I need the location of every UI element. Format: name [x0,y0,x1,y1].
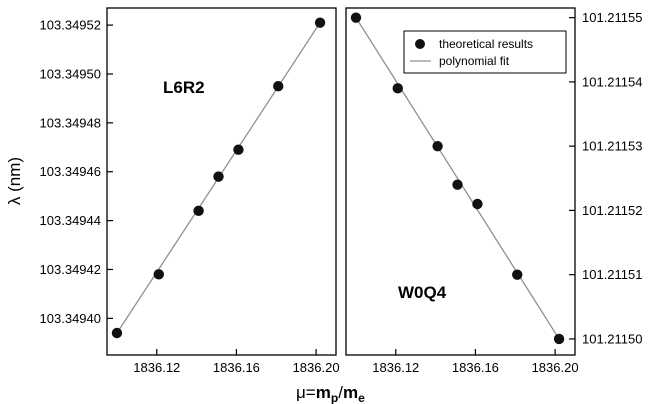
fit-line-right [355,17,560,340]
data-point [111,327,123,339]
legend: theoretical results polynomial fit [403,30,567,74]
plot-frame-right [345,7,576,356]
x-label-p-sub: p [331,391,338,404]
x-axis-label: μ=mp/me [296,383,365,404]
points-right [350,12,565,345]
data-point [314,17,326,28]
legend-label-theoretical: theoretical results [439,37,533,51]
data-point [273,80,284,92]
y-tick-label: 101.21150 [582,331,643,346]
y-tick-label: 103.34952 [40,18,101,33]
y-tick-label: 101.21154 [582,74,643,89]
y-tick-label: 103.34948 [40,115,101,130]
plot-frame-left [106,7,337,356]
data-point [213,171,224,182]
x-tick-label: 1836.16 [213,360,260,375]
data-point [193,205,204,217]
y-tick-label: 101.21155 [582,10,643,25]
data-point [233,144,244,155]
panel-label-l6r2: L6R2 [163,78,205,97]
y-axis-label: λ (nm) [5,157,24,205]
x-tick-label: 1836.16 [452,360,499,375]
panel-label-w0q4: W0Q4 [398,283,447,302]
x-ticks-left: 1836.12 1836.16 1836.20 [133,349,340,375]
data-point [392,83,403,94]
x-label-me: m [343,383,358,402]
data-point [472,198,483,210]
points-left [111,17,326,339]
x-tick-label: 1836.20 [532,360,579,375]
y-ticks-left: 103.34940 103.34942 103.34944 103.34946 103.… [40,18,113,326]
legend-box [403,30,567,74]
y-tick-label: 101.21151 [582,267,643,282]
legend-label-fit: polynomial fit [439,54,510,68]
data-point [153,269,164,280]
x-label-e-sub: e [358,391,365,404]
y-tick-label: 103.34950 [40,66,101,81]
y-tick-label: 103.34942 [40,262,101,277]
x-label-mu: μ= [296,383,316,402]
y-tick-label: 103.34946 [40,164,101,179]
y-tick-label: 101.21152 [582,203,643,218]
x-tick-label: 1836.12 [133,360,180,375]
x-label-mp: m [316,383,331,402]
x-label-slash: / [338,383,343,402]
data-point [452,179,463,190]
panel-left: 103.34940 103.34942 103.34944 103.34946 103.… [40,7,340,375]
data-point [553,333,565,345]
x-ticks-right: 1836.12 1836.16 1836.20 [372,349,579,375]
y-ticks-right: 101.21150 101.21151 101.21152 101.21153 101.… [569,10,643,346]
y-tick-label: 103.34944 [40,213,101,228]
y-tick-label: 101.21153 [582,139,643,154]
y-tick-label: 103.34940 [40,311,101,326]
data-point [350,12,362,23]
legend-marker [415,39,425,49]
fit-line [355,17,560,340]
x-tick-label: 1836.12 [372,360,419,375]
x-tick-label: 1836.20 [293,360,340,375]
data-point [432,140,443,152]
data-point [512,269,523,280]
panel-right: 101.21150 101.21151 101.21152 101.21153 101.… [345,7,643,375]
